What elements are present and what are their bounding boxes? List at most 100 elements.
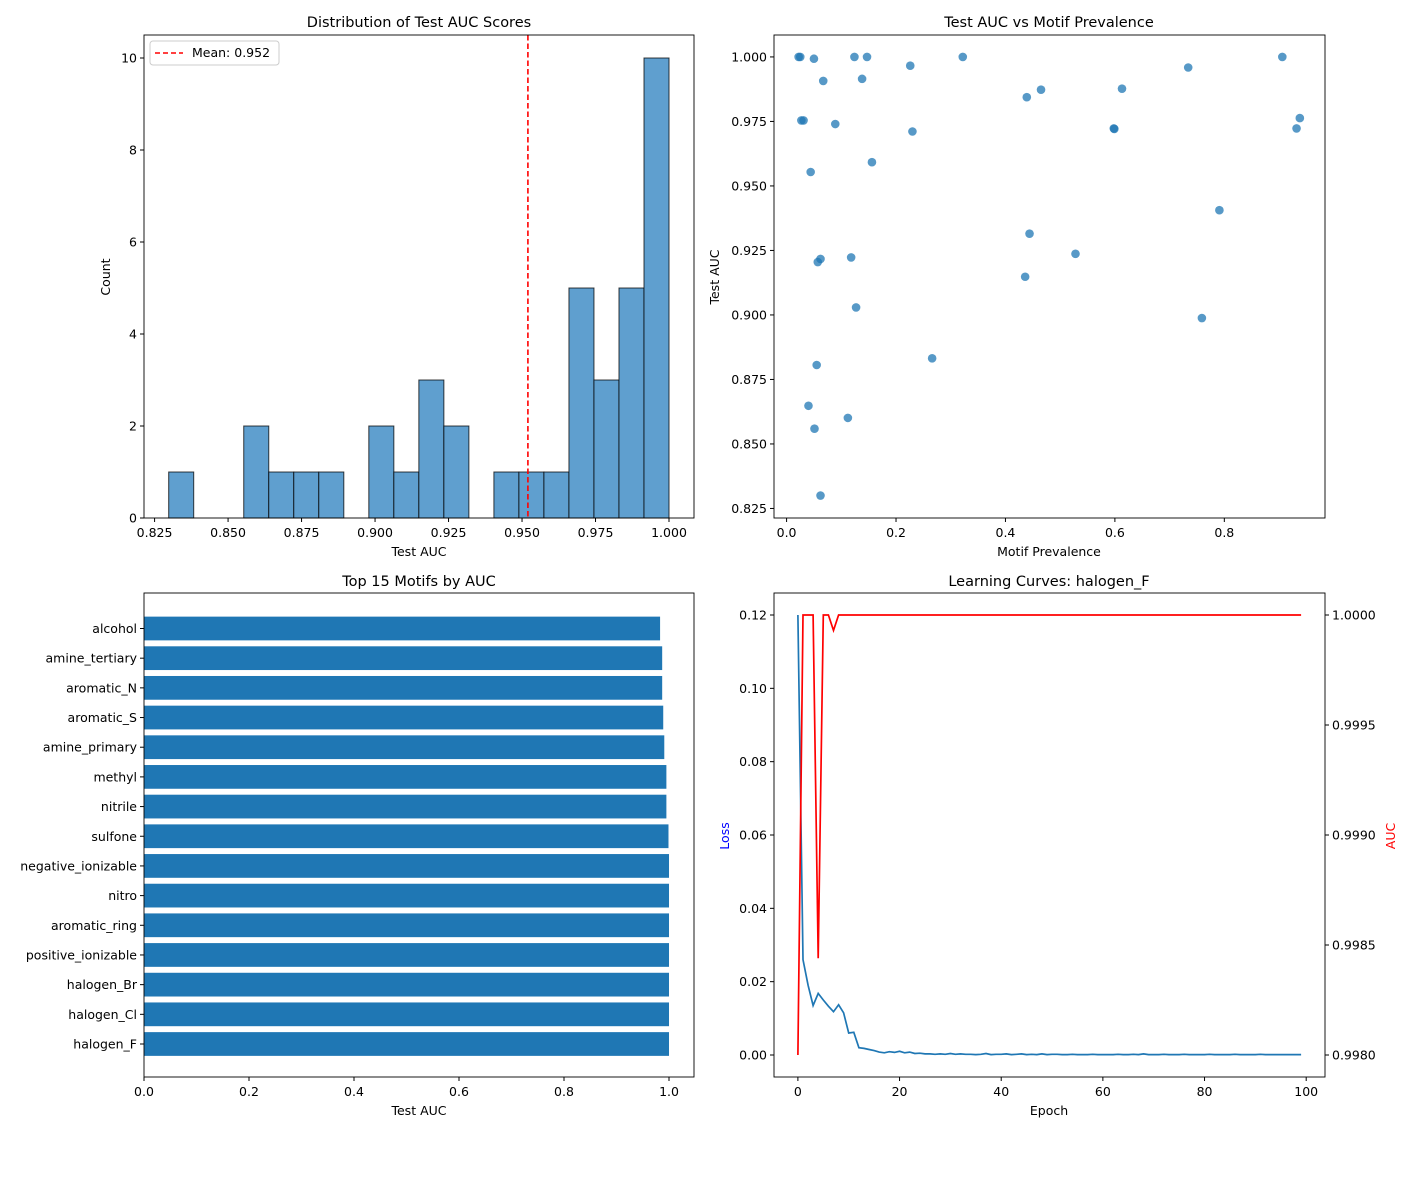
scatter-point [851, 303, 861, 312]
auc-line [797, 614, 1302, 1056]
scatter-point [1278, 52, 1287, 62]
bar-aromatic_ring [144, 913, 670, 938]
histogram-bar [393, 471, 420, 519]
y-tick-label: 0.925 [731, 243, 767, 258]
y-tick-label: 0.9980 [1332, 1048, 1376, 1063]
scatter-panel: Test AUC vs Motif Prevalence Motif Preva… [707, 15, 1326, 559]
scatter-point [809, 54, 819, 64]
x-tick-label: 40 [993, 1084, 1009, 1099]
category-label: methyl [93, 769, 137, 784]
category-label: aromatic_N [66, 680, 137, 695]
scatter-point [1295, 113, 1305, 123]
category-label: halogen_Cl [68, 1007, 137, 1022]
scatter-point [1025, 229, 1034, 238]
scatter-point [804, 401, 813, 411]
y-tick-label: 2 [129, 419, 137, 434]
histogram-bar [518, 471, 545, 519]
histogram-bar [443, 425, 470, 519]
histogram-bar [568, 287, 595, 519]
y-tick-label: 0.825 [731, 501, 767, 516]
bar-alcohol [144, 616, 661, 641]
histogram-bar [543, 471, 570, 519]
barh-plot: alcohol amine_tertiary aromatic_N aromatic_… [20, 592, 695, 1099]
bar-aromatic_S [144, 705, 664, 730]
scatter-point [846, 253, 856, 262]
y-tick-label: 8 [129, 143, 137, 158]
histogram-bar [318, 471, 345, 519]
x-tick-label: 0.850 [210, 525, 246, 540]
x-tick-label: 100 [1294, 1084, 1318, 1099]
legend-mean-label: Mean: 0.952 [192, 45, 270, 60]
barh-title: Top 15 Motifs by AUC [341, 574, 496, 590]
x-tick-label: 0.2 [239, 1084, 259, 1099]
category-label: negative_ionizable [20, 858, 137, 873]
histogram-bar [593, 379, 620, 519]
y-tick-label: 0.04 [739, 901, 767, 916]
category-label: amine_tertiary [46, 651, 138, 666]
scatter-point [813, 257, 823, 267]
category-label: positive_ionizable [26, 947, 137, 962]
histogram-plot: 0.825 0.850 0.875 0.900 0.925 0.950 0.975 1.000… [121, 34, 695, 540]
category-label: nitro [108, 888, 137, 903]
y-tick-label: 0.06 [739, 828, 767, 843]
histogram-panel: Distribution of Test AUC Scores Test AUC… [98, 15, 695, 559]
scatter-point [816, 491, 825, 500]
scatter-point [843, 413, 853, 423]
scatter-ylabel: Test AUC [707, 249, 722, 305]
y-tick-label: 0.900 [731, 307, 767, 322]
bar-halogen_Cl [144, 1002, 670, 1027]
x-tick-label: 0.900 [357, 525, 393, 540]
x-tick-label: 0.975 [578, 525, 614, 540]
scatter-xlabel: Motif Prevalence [997, 544, 1101, 559]
scatter-point [830, 119, 840, 129]
bar-negative_ionizable [144, 854, 670, 878]
y-tick-label: 0.850 [731, 436, 767, 451]
histogram-bar [243, 425, 270, 519]
category-label: halogen_Br [67, 977, 138, 992]
category-label: alcohol [92, 621, 137, 636]
learning-curve-ylabel-loss: Loss [717, 822, 732, 849]
category-label: sulfone [91, 829, 137, 844]
histogram-xlabel: Test AUC [390, 544, 446, 559]
axes-frame [773, 34, 1326, 519]
bar-amine_primary [144, 735, 665, 760]
bar-halogen_F [144, 1032, 670, 1056]
scatter-point [1036, 85, 1046, 94]
scatter-point [1110, 124, 1119, 134]
scatter-point [850, 52, 859, 62]
bar-halogen_Br [144, 972, 670, 997]
scatter-point [799, 116, 808, 125]
histogram-legend: Mean: 0.952 [149, 40, 280, 66]
histogram-bar [168, 471, 195, 519]
scatter-point [1183, 63, 1193, 72]
category-label: nitrile [101, 799, 137, 814]
learning-curve-plot: 0 20 40 60 80 100 0.00 0.02 0.04 0.06 0.08 0.10 0.12… [739, 592, 1376, 1099]
x-tick-label: 60 [1095, 1084, 1111, 1099]
x-tick-label: 0.875 [284, 525, 320, 540]
scatter-point [908, 127, 917, 136]
scatter-point [1020, 272, 1030, 282]
bar-amine_tertiary [144, 646, 663, 671]
x-tick-label: 0.4 [996, 525, 1016, 540]
histogram-ylabel: Count [98, 258, 113, 295]
x-tick-label: 0.6 [449, 1084, 469, 1099]
bar-positive_ionizable [144, 943, 670, 967]
y-tick-label: 4 [129, 327, 137, 342]
category-label: aromatic_S [68, 710, 138, 725]
scatter-point [1071, 249, 1080, 259]
learning-curve-xlabel: Epoch [1030, 1103, 1068, 1118]
scatter-point [862, 52, 872, 62]
y-tick-label: 0.9985 [1332, 938, 1376, 953]
scatter-point [867, 157, 877, 167]
y-tick-label: 6 [129, 235, 137, 250]
scatter-point [1292, 124, 1301, 133]
axes-frame [143, 592, 695, 1078]
x-tick-label: 20 [892, 1084, 908, 1099]
histogram-bar [643, 57, 670, 519]
barh-panel: Top 15 Motifs by AUC Test AUC alcohol ami… [20, 574, 695, 1118]
bar-aromatic_N [144, 675, 663, 700]
x-tick-label: 0.0 [777, 525, 797, 540]
bar-nitro [144, 883, 670, 908]
y-tick-label: 0.08 [739, 754, 767, 769]
y-tick-label: 10 [121, 51, 137, 66]
